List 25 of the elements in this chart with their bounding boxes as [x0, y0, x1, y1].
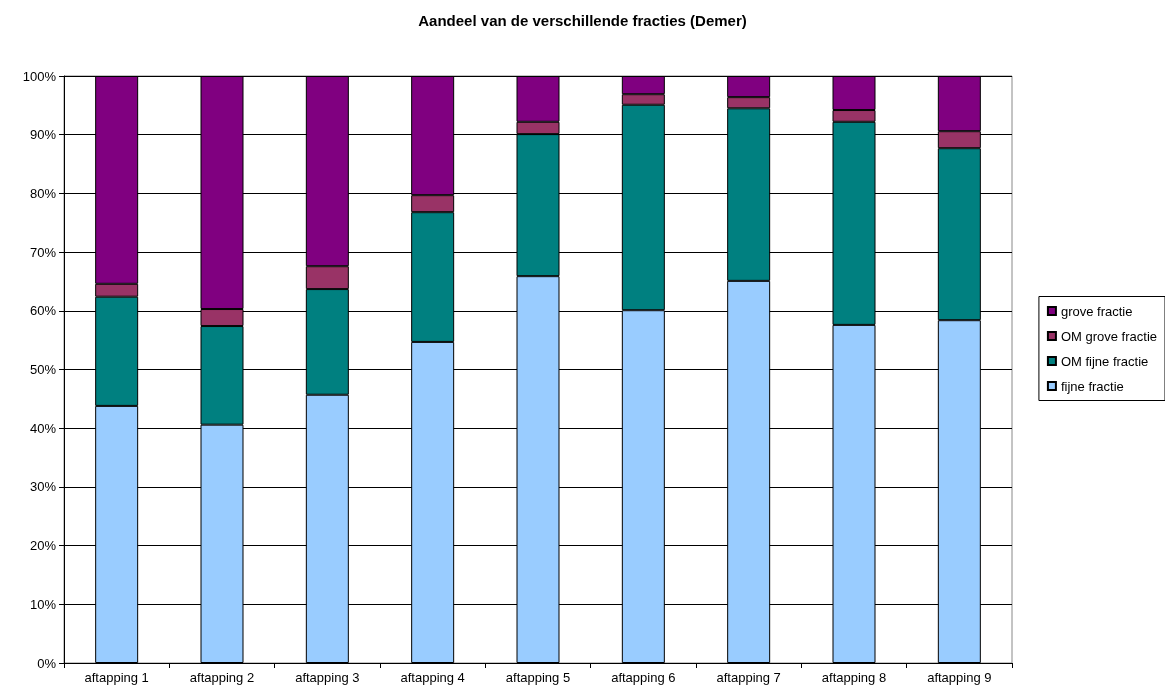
x-tick-label: aftapping 6 — [611, 670, 676, 685]
y-tick-label: 60% — [29, 303, 57, 319]
x-tick-label: aftapping 2 — [189, 670, 255, 685]
y-tick-label: 90% — [29, 127, 57, 143]
y-tick-label: 100% — [22, 68, 57, 84]
legend-label: grove fractie — [1060, 303, 1133, 319]
x-tick-label: aftapping 7 — [716, 670, 781, 685]
y-tick-label: 10% — [29, 596, 57, 612]
y-tick-label: 80% — [29, 185, 57, 201]
y-tick-label: 40% — [29, 420, 57, 436]
legend-label: OM grove fractie — [1060, 328, 1158, 344]
y-tick-label: 70% — [29, 244, 57, 260]
y-tick-label: 20% — [29, 538, 57, 554]
x-tick-label: aftapping 5 — [505, 670, 571, 685]
x-tick-label: aftapping 3 — [295, 670, 360, 685]
chart-title: Aandeel van de verschillende fracties (Demer) — [418, 12, 747, 29]
y-tick-label: 0% — [37, 655, 57, 671]
x-tick-label: aftapping 1 — [84, 670, 149, 685]
x-tick-label: aftapping 4 — [400, 670, 465, 685]
y-tick-label: 30% — [29, 479, 57, 495]
y-tick-label: 50% — [29, 362, 57, 377]
legend-label: fijne fractie — [1060, 378, 1124, 394]
legend-label: OM fijne fractie — [1060, 353, 1149, 369]
x-tick-label: aftapping 8 — [821, 670, 887, 685]
x-tick-label: aftapping 9 — [927, 670, 992, 685]
